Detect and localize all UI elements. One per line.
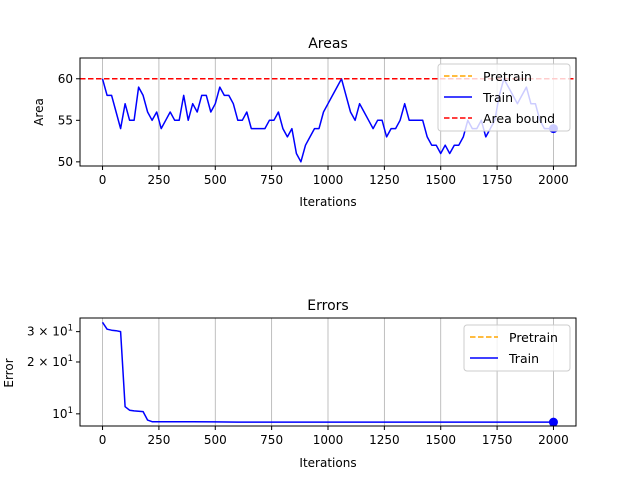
errors-axes-frame	[79, 317, 577, 427]
areas-y-tick-label: 60	[58, 72, 73, 86]
errors-y-tick-label: 101	[52, 406, 73, 421]
areas-axes-frame	[79, 57, 577, 167]
areas-legend-bound: Area bound	[483, 111, 555, 126]
errors-legend: Pretrain Train	[463, 324, 571, 372]
errors-x-tick-label: 500	[204, 433, 227, 447]
errors-x-tick-label: 1500	[425, 433, 456, 447]
errors-x-tick-label: 2000	[538, 433, 569, 447]
areas-y-tick-label: 50	[58, 155, 73, 169]
errors-legend-pretrain: Pretrain	[509, 330, 558, 345]
errors-x-tick-label: 1000	[313, 433, 344, 447]
errors-train-line	[101, 321, 554, 423]
errors-series	[101, 321, 558, 427]
errors-x-tick-label: 750	[260, 433, 283, 447]
errors-y-label: Error	[2, 358, 16, 387]
areas-x-tick-label: 1250	[369, 173, 400, 187]
errors-x-label: Iterations	[299, 456, 356, 470]
areas-x-tick-label: 250	[147, 173, 170, 187]
areas-title: Areas	[308, 36, 348, 52]
errors-chart: Errors 0 250 500 750 1000 1250 1500 1750 2000 10…	[2, 298, 577, 470]
areas-legend-pretrain: Pretrain	[483, 69, 532, 84]
areas-x-tick-label: 1750	[482, 173, 513, 187]
errors-x-tick-label: 1250	[369, 433, 400, 447]
areas-x-tick-label: 1500	[425, 173, 456, 187]
areas-legend: Pretrain Train Area bound	[437, 63, 571, 132]
areas-legend-train: Train	[482, 90, 513, 105]
errors-x-tick-label: 250	[147, 433, 170, 447]
errors-x-tick-label: 0	[99, 433, 107, 447]
areas-x-tick-label: 500	[204, 173, 227, 187]
areas-chart: Areas 0 250 500 750 1000 1250 1500 1750 2000 505…	[32, 36, 577, 209]
errors-y-tick-label: 2 × 101	[27, 354, 73, 369]
areas-y-label: Area	[32, 98, 46, 126]
errors-y-tick-label: 3 × 101	[27, 324, 73, 339]
areas-x-tick-label: 0	[99, 173, 107, 187]
areas-x-tick-label: 750	[260, 173, 283, 187]
areas-y-ticks: 50 55 60	[58, 72, 80, 169]
areas-x-ticks: 0 250 500 750 1000 1250 1500 1750 2000	[99, 166, 569, 187]
errors-legend-train: Train	[508, 351, 539, 366]
areas-y-tick-label: 55	[58, 113, 73, 127]
areas-legend-box	[437, 63, 571, 132]
errors-x-ticks: 0 250 500 750 1000 1250 1500 1750 2000	[99, 426, 569, 447]
errors-final-point	[548, 417, 558, 427]
errors-y-ticks: 101 2 × 101 3 × 101	[27, 324, 80, 421]
areas-x-label: Iterations	[299, 195, 356, 209]
areas-x-tick-label: 1000	[313, 173, 344, 187]
areas-x-tick-label: 2000	[538, 173, 569, 187]
errors-x-tick-label: 1750	[482, 433, 513, 447]
errors-title: Errors	[307, 298, 348, 314]
